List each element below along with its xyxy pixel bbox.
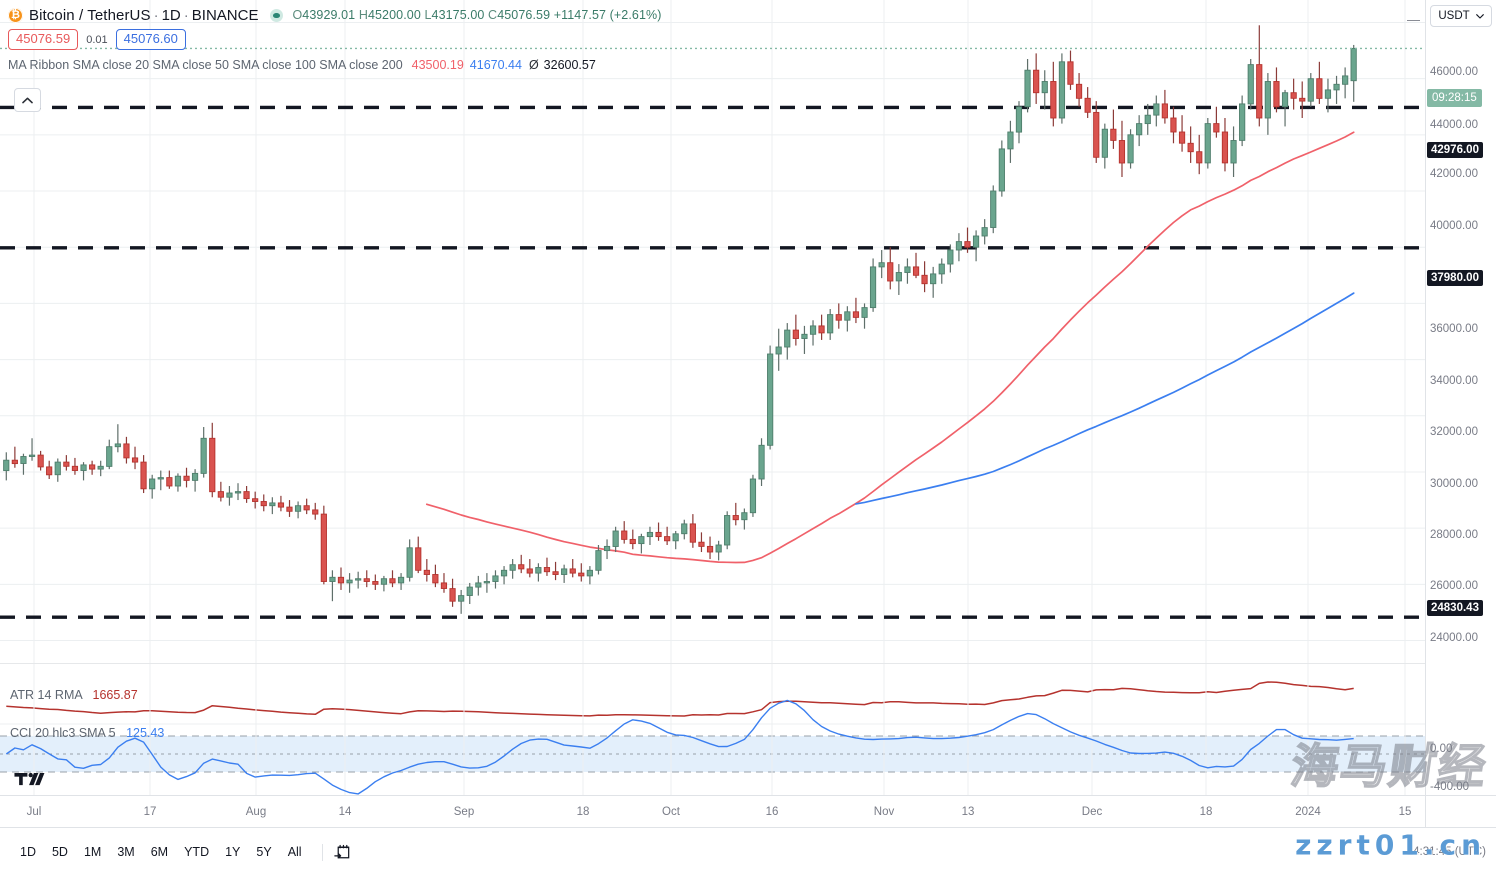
ohlc-high-key: H [358,8,368,22]
range-button-ytd[interactable]: YTD [184,845,210,859]
ohlc-close-value: 45076.59 [497,8,551,22]
symbol-separator-2: · [183,6,189,24]
ma-ribbon-label: MA Ribbon SMA close 20 SMA close 50 SMA … [8,58,403,72]
price-axis-tick: 46000.00 [1430,66,1478,78]
countdown-label[interactable]: 09:28:15 [1427,89,1482,107]
ma-ribbon-value-sma200: 32600.57 [543,58,596,72]
range-button-all[interactable]: All [287,845,302,859]
price-axis-tick: 28000.00 [1430,529,1478,541]
legend-collapse-dash[interactable]: — [1407,12,1420,27]
range-button-3m[interactable]: 3M [117,845,135,859]
price-axis-tick[interactable]: 24830.43 [1427,600,1483,616]
ma-ribbon-legend[interactable]: MA Ribbon SMA close 20 SMA close 50 SMA … [8,57,1426,73]
time-axis-tick: 17 [143,806,157,818]
symbol-separator-1: · [153,6,159,24]
price-axis[interactable]: USDT 46000.00 09:28:15 44000.00 42976.00 420… [1425,0,1496,795]
time-axis-corner [1425,795,1496,828]
price-axis-tick: 26000.00 [1430,580,1478,592]
clock-utc: 14:31:45 (UTC) [1406,846,1486,858]
cci-legend[interactable]: CCI 20 hlc3 SMA 5 125.43 [10,726,164,740]
price-axis-tick: 44000.00 [1430,119,1478,131]
price-pane[interactable] [0,0,1426,663]
time-axis-tick: Dec [1081,806,1103,818]
price-axis-tick: 32000.00 [1430,426,1478,438]
atr-legend[interactable]: ATR 14 RMA 1665.87 [10,688,138,702]
tradingview-logo-icon[interactable] [14,770,46,794]
time-axis-tick: Aug [245,806,267,818]
time-axis-tick: 16 [765,806,779,818]
ohlc-open-value: 43929.01 [302,8,356,22]
chevron-up-icon [22,97,33,103]
ohlc-change-percent: (+2.61%) [609,8,662,22]
price-axis-unit-selector[interactable]: USDT [1430,5,1492,27]
price-axis-tick: 0.00 [1430,743,1453,755]
time-axis-tick: Oct [662,806,680,818]
price-axis-tick[interactable]: 42976.00 [1427,142,1483,158]
ohlc-close-key: C [488,8,498,22]
bottom-toolbar: 1D 5D 1M 3M 6M YTD 1Y 5Y All 14:31:45 (UTC) [0,827,1496,876]
symbol-interval[interactable]: 1D [161,6,181,24]
price-axis-tick: 30000.00 [1430,478,1478,490]
ohlc-change: +1147.57 [553,8,607,22]
atr-value: 1665.87 [92,688,138,702]
time-axis-tick: Nov [873,806,895,818]
range-button-5d[interactable]: 5D [51,845,68,859]
ohlc-values: O43929.01 H45200.00 L43175.00 C45076.59 … [292,8,661,22]
bid-price[interactable]: 45076.59 [8,29,79,50]
quote-row: 45076.59 0.01 45076.60 [8,29,1426,50]
cci-label: CCI 20 hlc3 SMA 5 [10,726,116,740]
chart-legend: Bitcoin / TetherUS · 1D · BINANCE O43929… [8,4,1426,73]
price-axis-tick: -400.00 [1430,781,1470,793]
ma-ribbon-value-sma50: 43500.19 [411,58,464,72]
price-axis-tick: 34000.00 [1430,375,1478,387]
price-axis-tick: 36000.00 [1430,323,1478,335]
atr-label: ATR 14 RMA [10,688,83,702]
ohlc-high-value: 45200.00 [367,8,421,22]
time-axis-tick: 18 [1199,806,1213,818]
price-axis-tick: 40000.00 [1430,220,1478,232]
time-axis-tick: 15 [1398,806,1412,818]
ohlc-low-value: 43175.00 [431,8,485,22]
symbol-exchange[interactable]: BINANCE [191,6,259,24]
price-axis-unit-label: USDT [1438,10,1470,22]
price-axis-tick[interactable]: 37980.00 [1427,270,1483,286]
symbol-header-row: Bitcoin / TetherUS · 1D · BINANCE O43929… [8,4,1426,27]
calendar-goto-icon[interactable] [332,841,354,863]
time-axis-tick: 2024 [1295,806,1321,818]
time-axis-tick: Jul [26,806,42,818]
range-button-1d[interactable]: 1D [20,845,36,859]
range-button-1m[interactable]: 1M [83,845,102,859]
ma-ribbon-value-sma100: 41670.44 [469,58,522,72]
time-axis[interactable]: Jul 17 Aug 14 Sep 18 Oct 16 Nov 13 Dec 18 2024 15 [0,795,1426,828]
symbol-name[interactable]: Bitcoin / TetherUS [29,6,151,24]
price-axis-tick: 42000.00 [1430,168,1478,180]
ask-price[interactable]: 45076.60 [115,29,186,50]
time-axis-tick: 14 [338,806,352,818]
time-axis-tick: Sep [453,806,475,818]
range-button-5y[interactable]: 5Y [256,845,272,859]
ohlc-low-key: L [424,8,432,22]
average-symbol-icon: Ø [528,58,539,72]
price-axis-tick: 24000.00 [1430,632,1478,644]
time-axis-tick: 13 [961,806,975,818]
cci-value: 125.43 [126,726,165,740]
spread-value: 0.01 [86,33,108,46]
indicator-pane[interactable] [0,663,1426,796]
ohlc-open-key: O [292,8,303,22]
bitcoin-icon [8,7,23,23]
time-axis-tick: 18 [576,806,590,818]
range-button-1y[interactable]: 1Y [225,845,241,859]
collapse-legend-button[interactable] [14,88,41,112]
eye-icon[interactable] [270,8,284,22]
range-button-6m[interactable]: 6M [150,845,169,859]
toolbar-divider [321,843,323,861]
chevron-down-icon [1475,13,1484,19]
